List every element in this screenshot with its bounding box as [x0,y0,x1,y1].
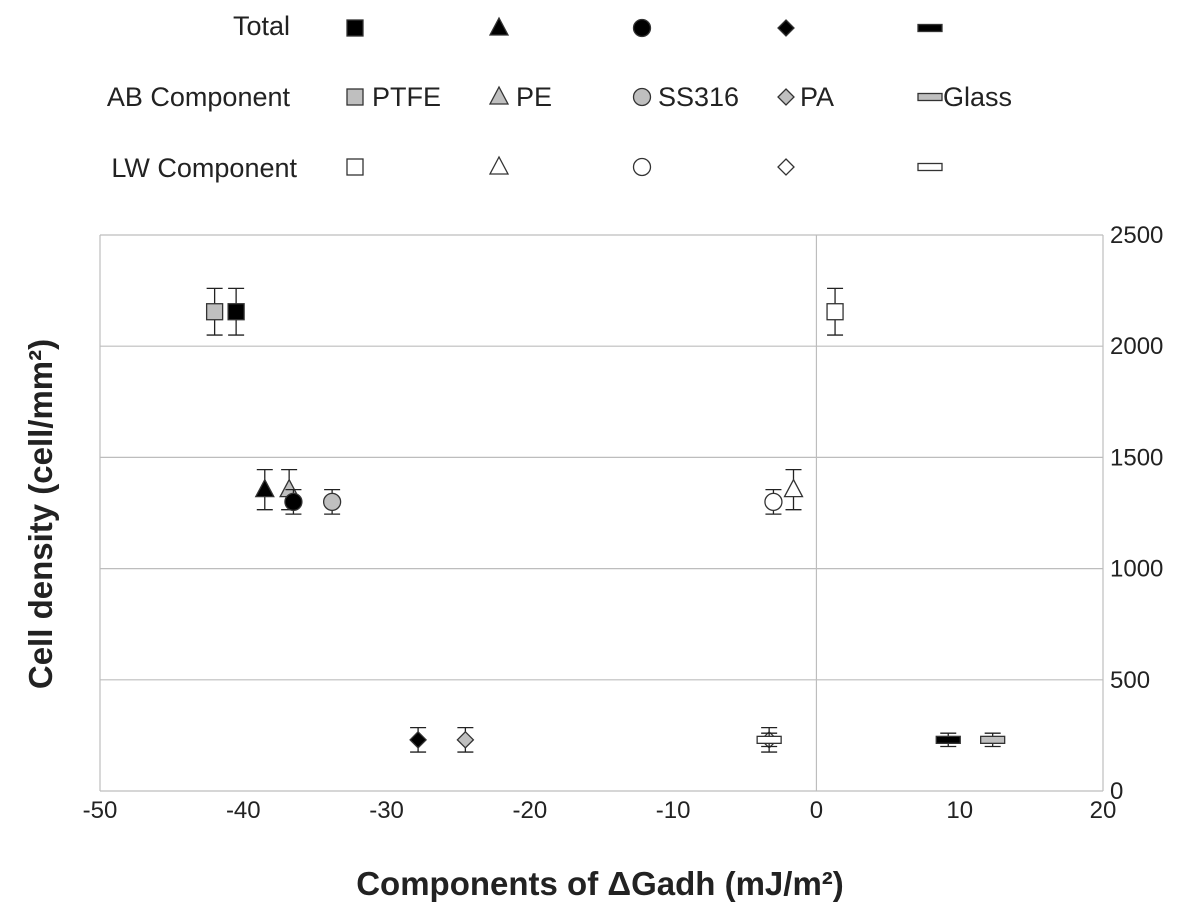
legend: Total AB Component LW Component PTFE PE … [107,11,1012,183]
point-marker [284,492,303,512]
legend-row-lw-label: LW Component [111,153,297,183]
legend-marker-total-pe [488,16,510,36]
legend-marker-ab-glass [917,92,943,102]
gridlines [99,234,1104,792]
x-tick-label: 20 [1090,797,1117,824]
y-tick-label: 1500 [1110,444,1163,471]
point-marker [764,492,783,512]
legend-material-ss316-label: SS316 [658,82,739,112]
data-point-pa-total [409,726,428,753]
legend-marker-lw-pa [777,158,795,176]
data-point-pe-lw-component [783,468,804,511]
y-tick-label: 2000 [1110,333,1163,360]
data-point-ss316-lw-component [764,488,783,515]
x-tick-label: 0 [810,797,823,824]
point-marker [456,730,475,749]
point-marker [205,303,224,321]
legend-marker-ab-ss316 [632,87,652,107]
x-tick-label: -40 [226,797,261,824]
point-marker [322,492,342,512]
legend-marker-lw-ss316 [632,157,652,177]
point-marker [783,478,804,498]
legend-marker-lw-pe [488,155,510,175]
legend-marker-ab-ptfe [346,88,364,106]
legend-row-ab-label: AB Component [107,82,291,112]
legend-marker-ab-pe [488,85,510,105]
legend-markers [346,16,943,177]
y-tick-label: 0 [1110,778,1123,805]
y-tick-label: 2500 [1110,222,1163,249]
point-marker [980,735,1006,744]
legend-material-glass-label: Glass [943,82,1012,112]
data-point-ss316-ab-component [322,488,342,515]
y-tick-label: 1000 [1110,556,1163,583]
x-tick-label: 10 [946,797,973,824]
legend-marker-ab-pa [777,88,795,106]
legend-material-pa-label: PA [800,82,834,112]
data-points [205,287,1006,753]
x-tick-label: -20 [513,797,548,824]
y-tick-label: 500 [1110,667,1150,694]
y-axis-title: Cell density (cell/mm²) [22,339,59,689]
x-tick-label: -30 [369,797,404,824]
data-point-ptfe-lw-component [826,287,844,336]
legend-marker-total-pa [777,19,795,37]
legend-material-pe-label: PE [516,82,552,112]
data-point-ptfe-ab-component [205,287,224,336]
data-point-glass-ab-component [980,732,1006,748]
point-marker [227,303,245,321]
legend-marker-total-ss316 [632,18,652,38]
data-point-glass-total [935,732,961,748]
legend-material-ptfe-label: PTFE [372,82,441,112]
point-marker [756,735,782,744]
point-marker [935,735,961,744]
legend-marker-total-ptfe [346,19,364,37]
point-marker [409,730,428,749]
point-marker [826,303,844,321]
x-tick-label: -10 [656,797,691,824]
x-axis-title: Components of ΔGadh (mJ/m²) [356,865,844,902]
data-point-glass-lw-component [756,732,782,748]
legend-marker-lw-ptfe [346,158,364,176]
data-point-pe-total [254,468,275,511]
legend-marker-lw-glass [917,162,943,172]
point-marker [254,478,275,498]
data-point-ptfe-total [227,287,245,336]
x-tick-label: -50 [83,797,118,824]
data-point-ss316-total [284,488,303,515]
legend-row-total-label: Total [233,11,290,41]
legend-marker-total-glass [917,23,943,33]
data-point-pa-ab-component [456,726,475,753]
